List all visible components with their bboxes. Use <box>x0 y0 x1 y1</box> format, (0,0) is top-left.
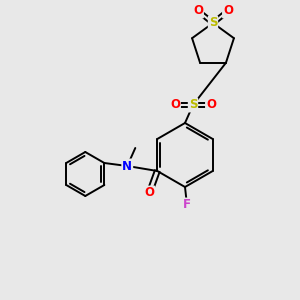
Text: F: F <box>183 199 191 212</box>
Text: O: O <box>206 98 216 112</box>
Text: N: N <box>122 160 132 172</box>
Text: O: O <box>193 4 203 17</box>
Text: O: O <box>144 187 154 200</box>
Text: O: O <box>170 98 180 112</box>
Text: S: S <box>209 16 217 29</box>
Text: S: S <box>189 98 197 112</box>
Text: O: O <box>223 4 233 17</box>
